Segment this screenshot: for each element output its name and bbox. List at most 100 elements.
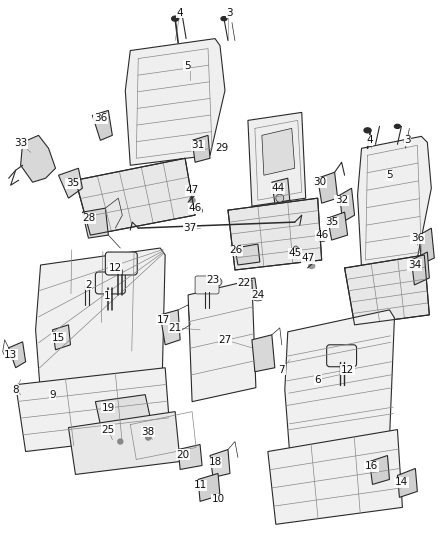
Ellipse shape (172, 16, 179, 21)
Text: 15: 15 (52, 333, 65, 343)
FancyBboxPatch shape (95, 272, 125, 294)
Polygon shape (95, 394, 150, 425)
Polygon shape (198, 473, 220, 502)
Text: 2: 2 (85, 280, 92, 290)
Polygon shape (228, 198, 321, 270)
Text: 3: 3 (404, 135, 411, 146)
Text: 11: 11 (194, 480, 207, 490)
Text: 26: 26 (230, 245, 243, 255)
Text: 35: 35 (325, 217, 338, 227)
Text: 24: 24 (251, 290, 265, 300)
Text: 23: 23 (206, 275, 219, 285)
Text: 46: 46 (188, 203, 202, 213)
Polygon shape (21, 135, 56, 182)
Text: 36: 36 (411, 233, 424, 243)
Ellipse shape (221, 17, 227, 21)
Polygon shape (272, 178, 290, 203)
Polygon shape (53, 325, 71, 350)
Text: 9: 9 (49, 390, 56, 400)
Text: 37: 37 (184, 223, 197, 233)
Text: 22: 22 (237, 278, 251, 288)
FancyBboxPatch shape (195, 276, 219, 294)
FancyBboxPatch shape (327, 345, 357, 367)
Text: 13: 13 (4, 350, 17, 360)
Text: 31: 31 (191, 140, 205, 150)
Text: 18: 18 (208, 457, 222, 467)
Polygon shape (345, 255, 429, 325)
Text: 4: 4 (366, 135, 373, 146)
Text: 35: 35 (66, 178, 79, 188)
Polygon shape (318, 172, 338, 203)
Text: 30: 30 (313, 177, 326, 187)
Text: 34: 34 (408, 260, 421, 270)
Polygon shape (210, 449, 230, 478)
Text: 1: 1 (104, 291, 111, 301)
Text: 38: 38 (141, 426, 155, 437)
Ellipse shape (276, 194, 284, 202)
Text: 45: 45 (288, 248, 301, 258)
Text: 10: 10 (212, 495, 225, 504)
Text: 32: 32 (335, 195, 348, 205)
Text: 20: 20 (177, 449, 190, 459)
Ellipse shape (208, 277, 222, 287)
Text: 25: 25 (102, 425, 115, 434)
Polygon shape (16, 368, 170, 451)
Ellipse shape (292, 246, 299, 258)
Ellipse shape (252, 293, 264, 301)
Polygon shape (68, 411, 180, 474)
Text: 17: 17 (156, 315, 170, 325)
Ellipse shape (317, 235, 326, 241)
Text: 3: 3 (226, 7, 233, 18)
FancyBboxPatch shape (106, 252, 137, 275)
Ellipse shape (395, 124, 400, 128)
Text: 8: 8 (12, 385, 19, 394)
Text: 46: 46 (315, 230, 328, 240)
Text: 33: 33 (14, 139, 27, 148)
Text: 5: 5 (184, 61, 191, 70)
Polygon shape (192, 135, 210, 162)
Polygon shape (328, 212, 348, 240)
Text: 21: 21 (169, 323, 182, 333)
Polygon shape (235, 244, 260, 265)
Ellipse shape (309, 263, 314, 269)
Text: 12: 12 (109, 263, 122, 273)
Polygon shape (339, 188, 355, 222)
Ellipse shape (194, 206, 202, 214)
Polygon shape (92, 110, 112, 140)
Text: 27: 27 (219, 335, 232, 345)
Text: 47: 47 (301, 253, 314, 263)
Polygon shape (262, 128, 295, 175)
Polygon shape (411, 252, 429, 285)
Text: 12: 12 (341, 365, 354, 375)
Polygon shape (252, 335, 275, 372)
Polygon shape (160, 310, 180, 345)
Text: 16: 16 (365, 462, 378, 472)
Polygon shape (178, 445, 202, 470)
Polygon shape (268, 430, 403, 524)
Text: 36: 36 (94, 114, 107, 123)
Ellipse shape (118, 439, 123, 444)
Polygon shape (397, 469, 417, 497)
Text: 4: 4 (177, 7, 184, 18)
Text: 7: 7 (279, 365, 285, 375)
Polygon shape (82, 208, 108, 238)
Polygon shape (188, 280, 256, 402)
Polygon shape (75, 158, 195, 235)
Polygon shape (370, 456, 389, 484)
Ellipse shape (189, 198, 195, 203)
Ellipse shape (146, 435, 151, 440)
Text: 6: 6 (314, 375, 321, 385)
Text: 47: 47 (185, 185, 199, 195)
Text: 14: 14 (395, 478, 408, 488)
Text: 19: 19 (102, 402, 115, 413)
Polygon shape (357, 136, 431, 268)
Polygon shape (35, 248, 165, 394)
Polygon shape (419, 228, 434, 264)
Text: 5: 5 (386, 170, 393, 180)
Text: 29: 29 (215, 143, 229, 154)
Polygon shape (240, 278, 257, 294)
Text: 44: 44 (271, 183, 284, 193)
Polygon shape (285, 310, 395, 455)
Polygon shape (59, 168, 82, 198)
Polygon shape (9, 342, 25, 368)
